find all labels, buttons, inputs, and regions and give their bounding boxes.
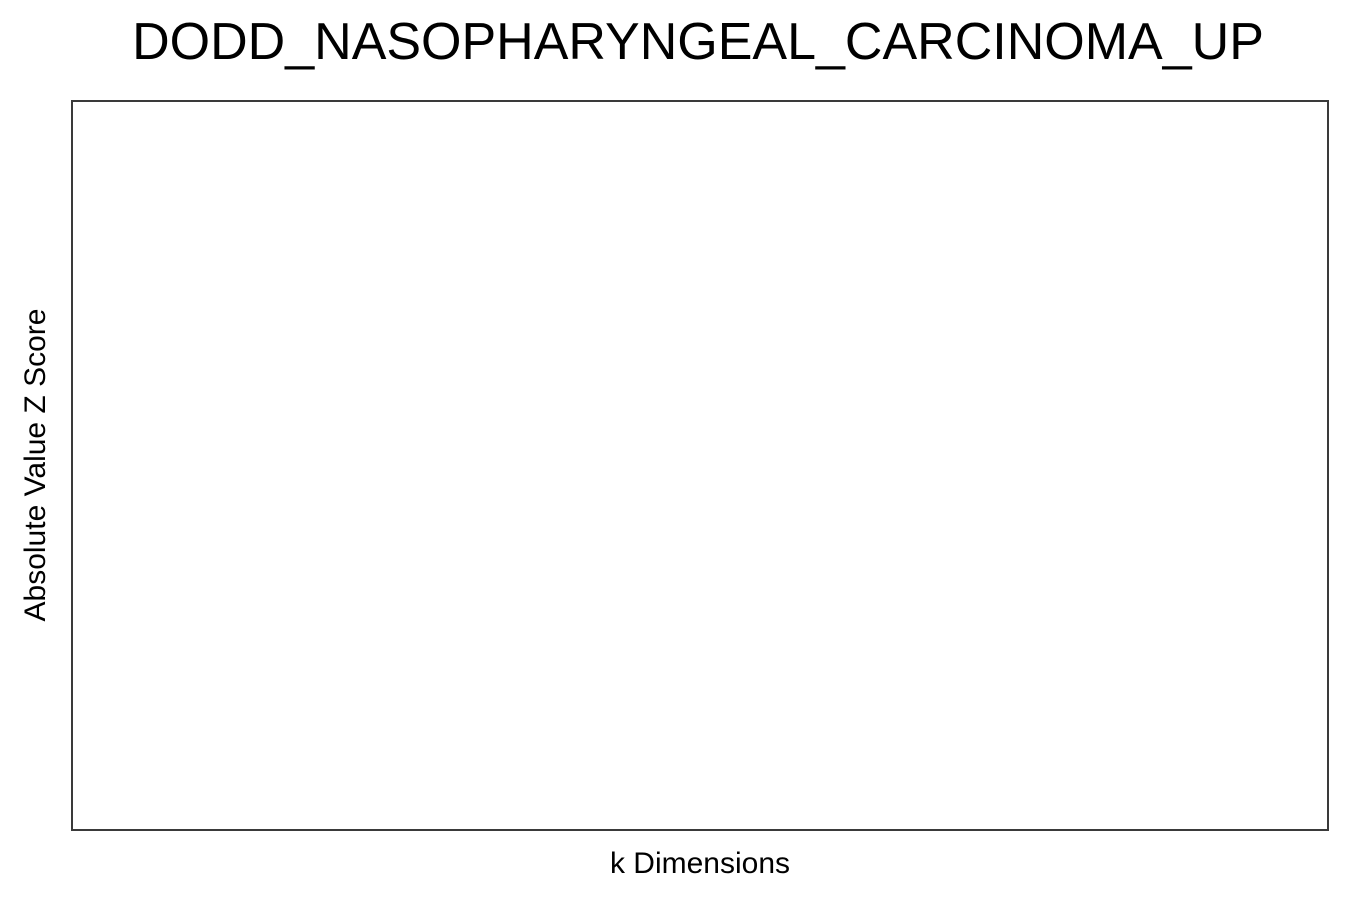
plot-canvas	[73, 102, 1327, 829]
chart-title: DODD_NASOPHARYNGEAL_CARCINOMA_UP	[132, 13, 1264, 71]
plot-area	[71, 100, 1329, 831]
y-axis-label: Absolute Value Z Score	[19, 308, 52, 622]
x-axis-label: k Dimensions	[609, 847, 791, 880]
